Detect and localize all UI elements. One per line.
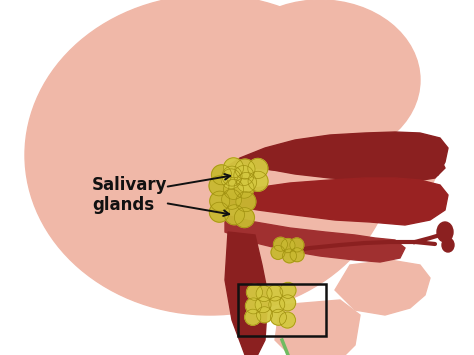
Ellipse shape <box>283 249 297 263</box>
Polygon shape <box>385 165 435 192</box>
Ellipse shape <box>279 312 295 328</box>
Ellipse shape <box>269 297 285 313</box>
Ellipse shape <box>290 248 304 262</box>
Ellipse shape <box>222 189 242 209</box>
Ellipse shape <box>246 284 263 300</box>
Ellipse shape <box>256 307 273 323</box>
Ellipse shape <box>281 239 295 253</box>
Ellipse shape <box>25 0 395 315</box>
Polygon shape <box>225 132 448 182</box>
Ellipse shape <box>221 169 241 189</box>
Ellipse shape <box>246 298 262 314</box>
Ellipse shape <box>222 166 242 186</box>
Ellipse shape <box>248 158 268 179</box>
Ellipse shape <box>290 238 304 252</box>
Ellipse shape <box>234 165 254 186</box>
Polygon shape <box>225 232 268 355</box>
Ellipse shape <box>224 179 244 200</box>
Polygon shape <box>225 215 405 262</box>
Ellipse shape <box>255 297 271 313</box>
Ellipse shape <box>224 158 244 178</box>
Ellipse shape <box>280 295 296 311</box>
Ellipse shape <box>280 282 296 298</box>
Ellipse shape <box>271 245 285 260</box>
Polygon shape <box>275 300 360 355</box>
Ellipse shape <box>210 191 230 211</box>
Text: Salivary
glands: Salivary glands <box>92 176 167 214</box>
Ellipse shape <box>210 202 229 222</box>
Ellipse shape <box>273 237 288 251</box>
Ellipse shape <box>211 165 231 185</box>
Ellipse shape <box>235 208 255 228</box>
Ellipse shape <box>267 285 283 301</box>
Ellipse shape <box>235 159 255 179</box>
Ellipse shape <box>234 178 254 198</box>
Ellipse shape <box>209 176 229 196</box>
Polygon shape <box>222 178 448 225</box>
Ellipse shape <box>236 192 256 212</box>
Ellipse shape <box>437 222 453 242</box>
Bar <box>238 284 326 336</box>
Ellipse shape <box>245 309 261 325</box>
Polygon shape <box>230 150 445 182</box>
Ellipse shape <box>248 171 268 191</box>
Ellipse shape <box>237 173 256 192</box>
Polygon shape <box>335 260 430 315</box>
Ellipse shape <box>442 238 454 252</box>
Ellipse shape <box>220 0 420 160</box>
Ellipse shape <box>271 309 286 325</box>
Ellipse shape <box>225 205 245 225</box>
Ellipse shape <box>256 286 272 302</box>
